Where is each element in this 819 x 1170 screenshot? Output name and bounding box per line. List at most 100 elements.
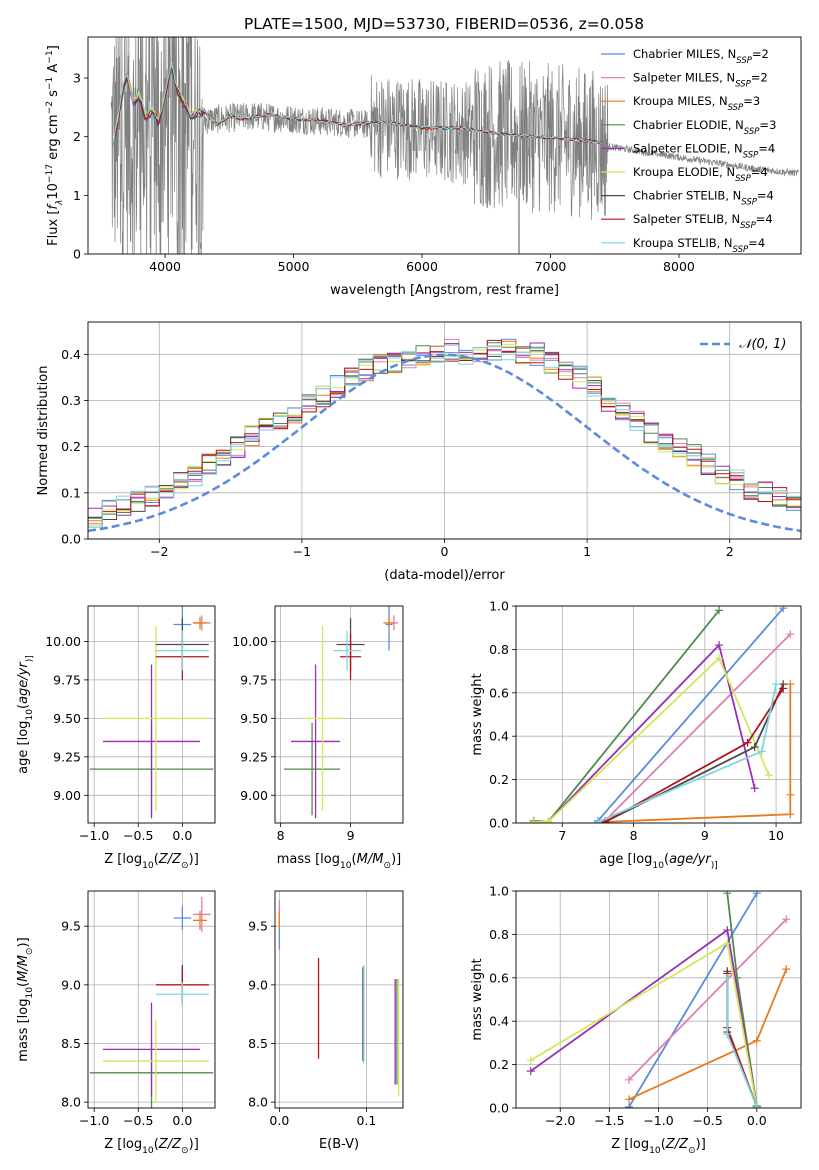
weight-line xyxy=(604,633,791,822)
weight-point xyxy=(779,606,788,613)
weight-point xyxy=(544,817,553,823)
y-tick-label: 1 xyxy=(73,188,81,203)
mass-vs-z-axes: −1.0 −0.5 0.0 8.0 8.5 9.0 9.5 xyxy=(61,891,215,1128)
y-tick-label: 9.0 xyxy=(61,977,81,992)
legend-eq: = xyxy=(748,236,758,250)
legend-eq: = xyxy=(757,189,767,203)
weight-vs-z-x-label-part: 10 xyxy=(649,1146,661,1156)
legend-entry: Kroupa MILES, NSSP=3 xyxy=(633,94,760,113)
mass-vs-ebv-plot xyxy=(278,900,400,1097)
y-tick-label: 9.75 xyxy=(240,672,268,687)
legend-entry: Chabrier STELIB, NSSP=4 xyxy=(633,189,774,208)
weight-vs-z-x-label-part: Z [log xyxy=(611,1137,649,1152)
legend-nssp: 3 xyxy=(769,118,776,132)
weight-point xyxy=(625,1095,634,1104)
spectrum-y-label: Flux [fλ10−17 erg cm−2 s−1 A−1] xyxy=(45,45,65,246)
y-tick-label: 0.6 xyxy=(489,970,509,985)
age-vs-mass-x-label-part: 10 xyxy=(340,861,352,871)
legend-entry: Salpeter MILES, NSSP=2 xyxy=(633,71,768,90)
legend-ssp: SSP xyxy=(743,150,759,160)
mass-vs-z-frame xyxy=(87,890,216,1109)
residuals-plot xyxy=(88,338,801,533)
spectrum-y-label-part: A xyxy=(46,64,61,77)
mass-vs-z-x-label-part: ( xyxy=(154,1137,159,1152)
legend-n: , N xyxy=(728,118,744,132)
legend-entry: Kroupa ELODIE, NSSP=4 xyxy=(633,165,768,184)
legend-n: , N xyxy=(725,189,741,203)
y-tick-label: 8.0 xyxy=(248,1095,268,1110)
weight-vs-z-x-label-part: )] xyxy=(696,1137,706,1152)
weight-point xyxy=(752,1036,761,1045)
x-tick-label: 7 xyxy=(558,828,566,843)
y-tick-label: 9.50 xyxy=(53,711,81,726)
x-tick-label: 2 xyxy=(726,544,734,559)
mass-vs-z-x-label-part: ⊙ xyxy=(181,1146,189,1156)
residuals-frame xyxy=(87,321,802,540)
y-tick-label: 0.8 xyxy=(489,927,509,942)
weight-point xyxy=(715,606,724,615)
age-vs-mass-x-label-part: ( xyxy=(352,852,357,867)
legend-model: Kroupa ELODIE xyxy=(633,165,719,179)
age-vs-mass-plot xyxy=(284,606,399,819)
age-vs-z-x-label-part: )] xyxy=(189,852,199,867)
x-tick-label: −2 xyxy=(150,544,168,559)
age-vs-z-x-label: Z [log10(Z/Z⊙)] xyxy=(104,852,199,871)
legend-ssp: SSP xyxy=(728,103,744,113)
age-vs-z-x-label-part: Z/Z xyxy=(158,852,182,867)
x-tick-label: −1.0 xyxy=(79,1113,109,1128)
age-vs-mass-x-label: mass [log10(M/M⊙)] xyxy=(277,852,401,871)
legend-ssp: SSP xyxy=(740,221,756,231)
x-tick-label: −0.5 xyxy=(123,1113,153,1128)
legend-model: Salpeter STELIB xyxy=(633,212,724,226)
legend-n: , N xyxy=(719,165,735,179)
legend-entry: Kroupa STELIB, NSSP=4 xyxy=(633,236,765,255)
x-tick-label: 10 xyxy=(768,828,784,843)
x-tick-label: 0.0 xyxy=(172,1113,192,1128)
legend-n: , N xyxy=(712,94,728,108)
age-vs-z-frame xyxy=(87,605,216,824)
weight-point xyxy=(750,784,759,793)
legend-nssp: 4 xyxy=(765,212,772,226)
legend-ssp: SSP xyxy=(733,245,749,255)
weight-point xyxy=(750,743,759,752)
normal-curve xyxy=(88,353,801,533)
age-vs-mass-x-label-part: mass [log xyxy=(277,852,340,867)
spectrum-y-label-part: Flux [ xyxy=(46,210,61,246)
spectrum-y-label-part: erg cm xyxy=(46,114,61,163)
x-tick-label: −2.0 xyxy=(545,1113,575,1128)
spectrum-x-label: wavelength [Angstrom, rest frame] xyxy=(330,283,559,298)
spectrum-y-label-part: ] xyxy=(46,45,61,50)
weight-vs-z-x-label-part: Z/Z xyxy=(665,1137,689,1152)
weight-point xyxy=(625,1075,634,1084)
age-vs-z-plot xyxy=(89,606,214,819)
legend-ssp: SSP xyxy=(744,127,760,137)
weight-vs-z-x-label-part: ⊙ xyxy=(688,1146,696,1156)
weight-point xyxy=(779,684,788,693)
weight-point xyxy=(723,939,732,948)
y-tick-label: 0 xyxy=(73,247,81,262)
legend-eq: = xyxy=(751,165,761,179)
weight-vs-age-x-label-part: age [log xyxy=(599,852,652,867)
weight-point xyxy=(782,965,791,974)
weight-vs-z-x-label-part: ( xyxy=(661,1137,666,1152)
y-tick-label: 0.0 xyxy=(489,1101,509,1116)
weight-point xyxy=(752,1102,761,1108)
weight-point xyxy=(786,680,795,689)
legend-nssp: 3 xyxy=(753,94,760,108)
weight-point xyxy=(593,817,602,823)
x-tick-label: 9 xyxy=(701,828,709,843)
spectrum-y-label-part: −1 xyxy=(45,50,55,63)
mass-vs-z-plot xyxy=(89,896,214,1108)
legend-model: Kroupa MILES xyxy=(633,94,712,108)
x-tick-label: −0.5 xyxy=(123,828,153,843)
data-spectrum xyxy=(110,37,799,254)
spectrum-legend: Chabrier MILES, NSSP=2 Salpeter MILES, NS… xyxy=(601,47,776,255)
legend-entry: Chabrier MILES, NSSP=2 xyxy=(633,47,769,66)
mass-vs-z-y-label-part: M/M xyxy=(16,955,31,982)
residuals-x-label: (data-model)/error xyxy=(384,568,505,583)
weight-vs-age-x-label-part: )] xyxy=(711,861,718,871)
x-tick-label: 0.0 xyxy=(172,828,192,843)
y-tick-label: 0.4 xyxy=(61,347,81,362)
x-tick-label: 6000 xyxy=(406,259,438,274)
legend-eq: = xyxy=(743,94,753,108)
